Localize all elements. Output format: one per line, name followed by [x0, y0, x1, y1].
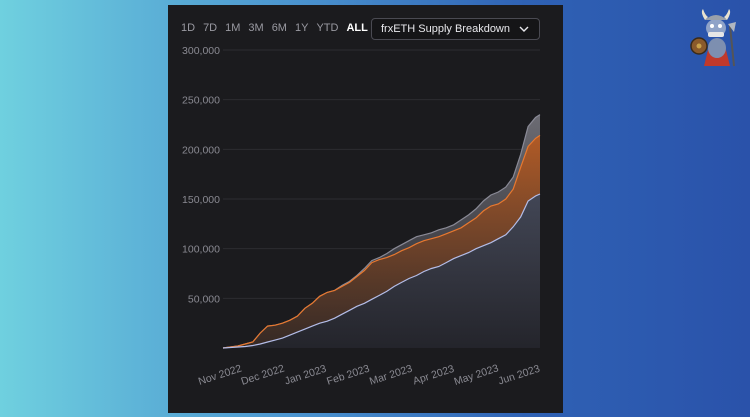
y-tick-label: 250,000 — [182, 95, 220, 107]
x-tick-label: Jun 2023 — [497, 363, 542, 388]
timeframe-all[interactable]: ALL — [346, 22, 368, 34]
chart-type-dropdown[interactable]: frxETH Supply Breakdown — [371, 18, 540, 40]
x-tick-label: Feb 2023 — [325, 363, 371, 388]
x-tick-label: Jan 2023 — [283, 363, 328, 388]
timeframe-3m[interactable]: 3M — [248, 22, 264, 34]
timeframe-7d[interactable]: 7D — [203, 22, 218, 34]
series-area-2 — [223, 194, 540, 348]
chart-panel: 1D 7D 1M 3M 6M 1Y YTD ALL frxETH Supply … — [168, 5, 563, 413]
timeframe-1m[interactable]: 1M — [225, 22, 241, 34]
series-line-2 — [222, 193, 541, 349]
timeframe-ytd[interactable]: YTD — [316, 22, 339, 34]
timeframe-6m[interactable]: 6M — [271, 22, 287, 34]
timeframe-selector: 1D 7D 1M 3M 6M 1Y YTD ALL — [181, 22, 372, 34]
y-axis-ticks: 50,000 100,000 150,000 200,000 250,000 300,00… — [182, 45, 220, 305]
dropdown-selected-label: frxETH Supply Breakdown — [381, 23, 510, 35]
series-line-1 — [222, 134, 541, 349]
x-tick-label: May 2023 — [453, 362, 501, 388]
viking-mascot-icon — [690, 9, 736, 67]
x-tick-label: Dec 2022 — [240, 362, 287, 387]
x-tick-label: Apr 2023 — [412, 363, 456, 388]
supply-chart: 50,000 100,000 150,000 200,000 250,000 300,00… — [182, 45, 542, 388]
y-tick-label: 50,000 — [188, 293, 220, 305]
timeframe-1d[interactable]: 1D — [181, 22, 196, 34]
y-tick-label: 200,000 — [182, 144, 220, 156]
chevron-down-icon — [519, 26, 529, 32]
x-tick-label: Nov 2022 — [197, 362, 244, 387]
y-tick-label: 100,000 — [182, 244, 220, 256]
x-tick-label: Mar 2023 — [368, 363, 414, 388]
y-tick-label: 300,000 — [182, 45, 220, 57]
timeframe-1y[interactable]: 1Y — [294, 22, 309, 34]
y-tick-label: 150,000 — [182, 194, 220, 206]
area-series — [222, 114, 541, 349]
